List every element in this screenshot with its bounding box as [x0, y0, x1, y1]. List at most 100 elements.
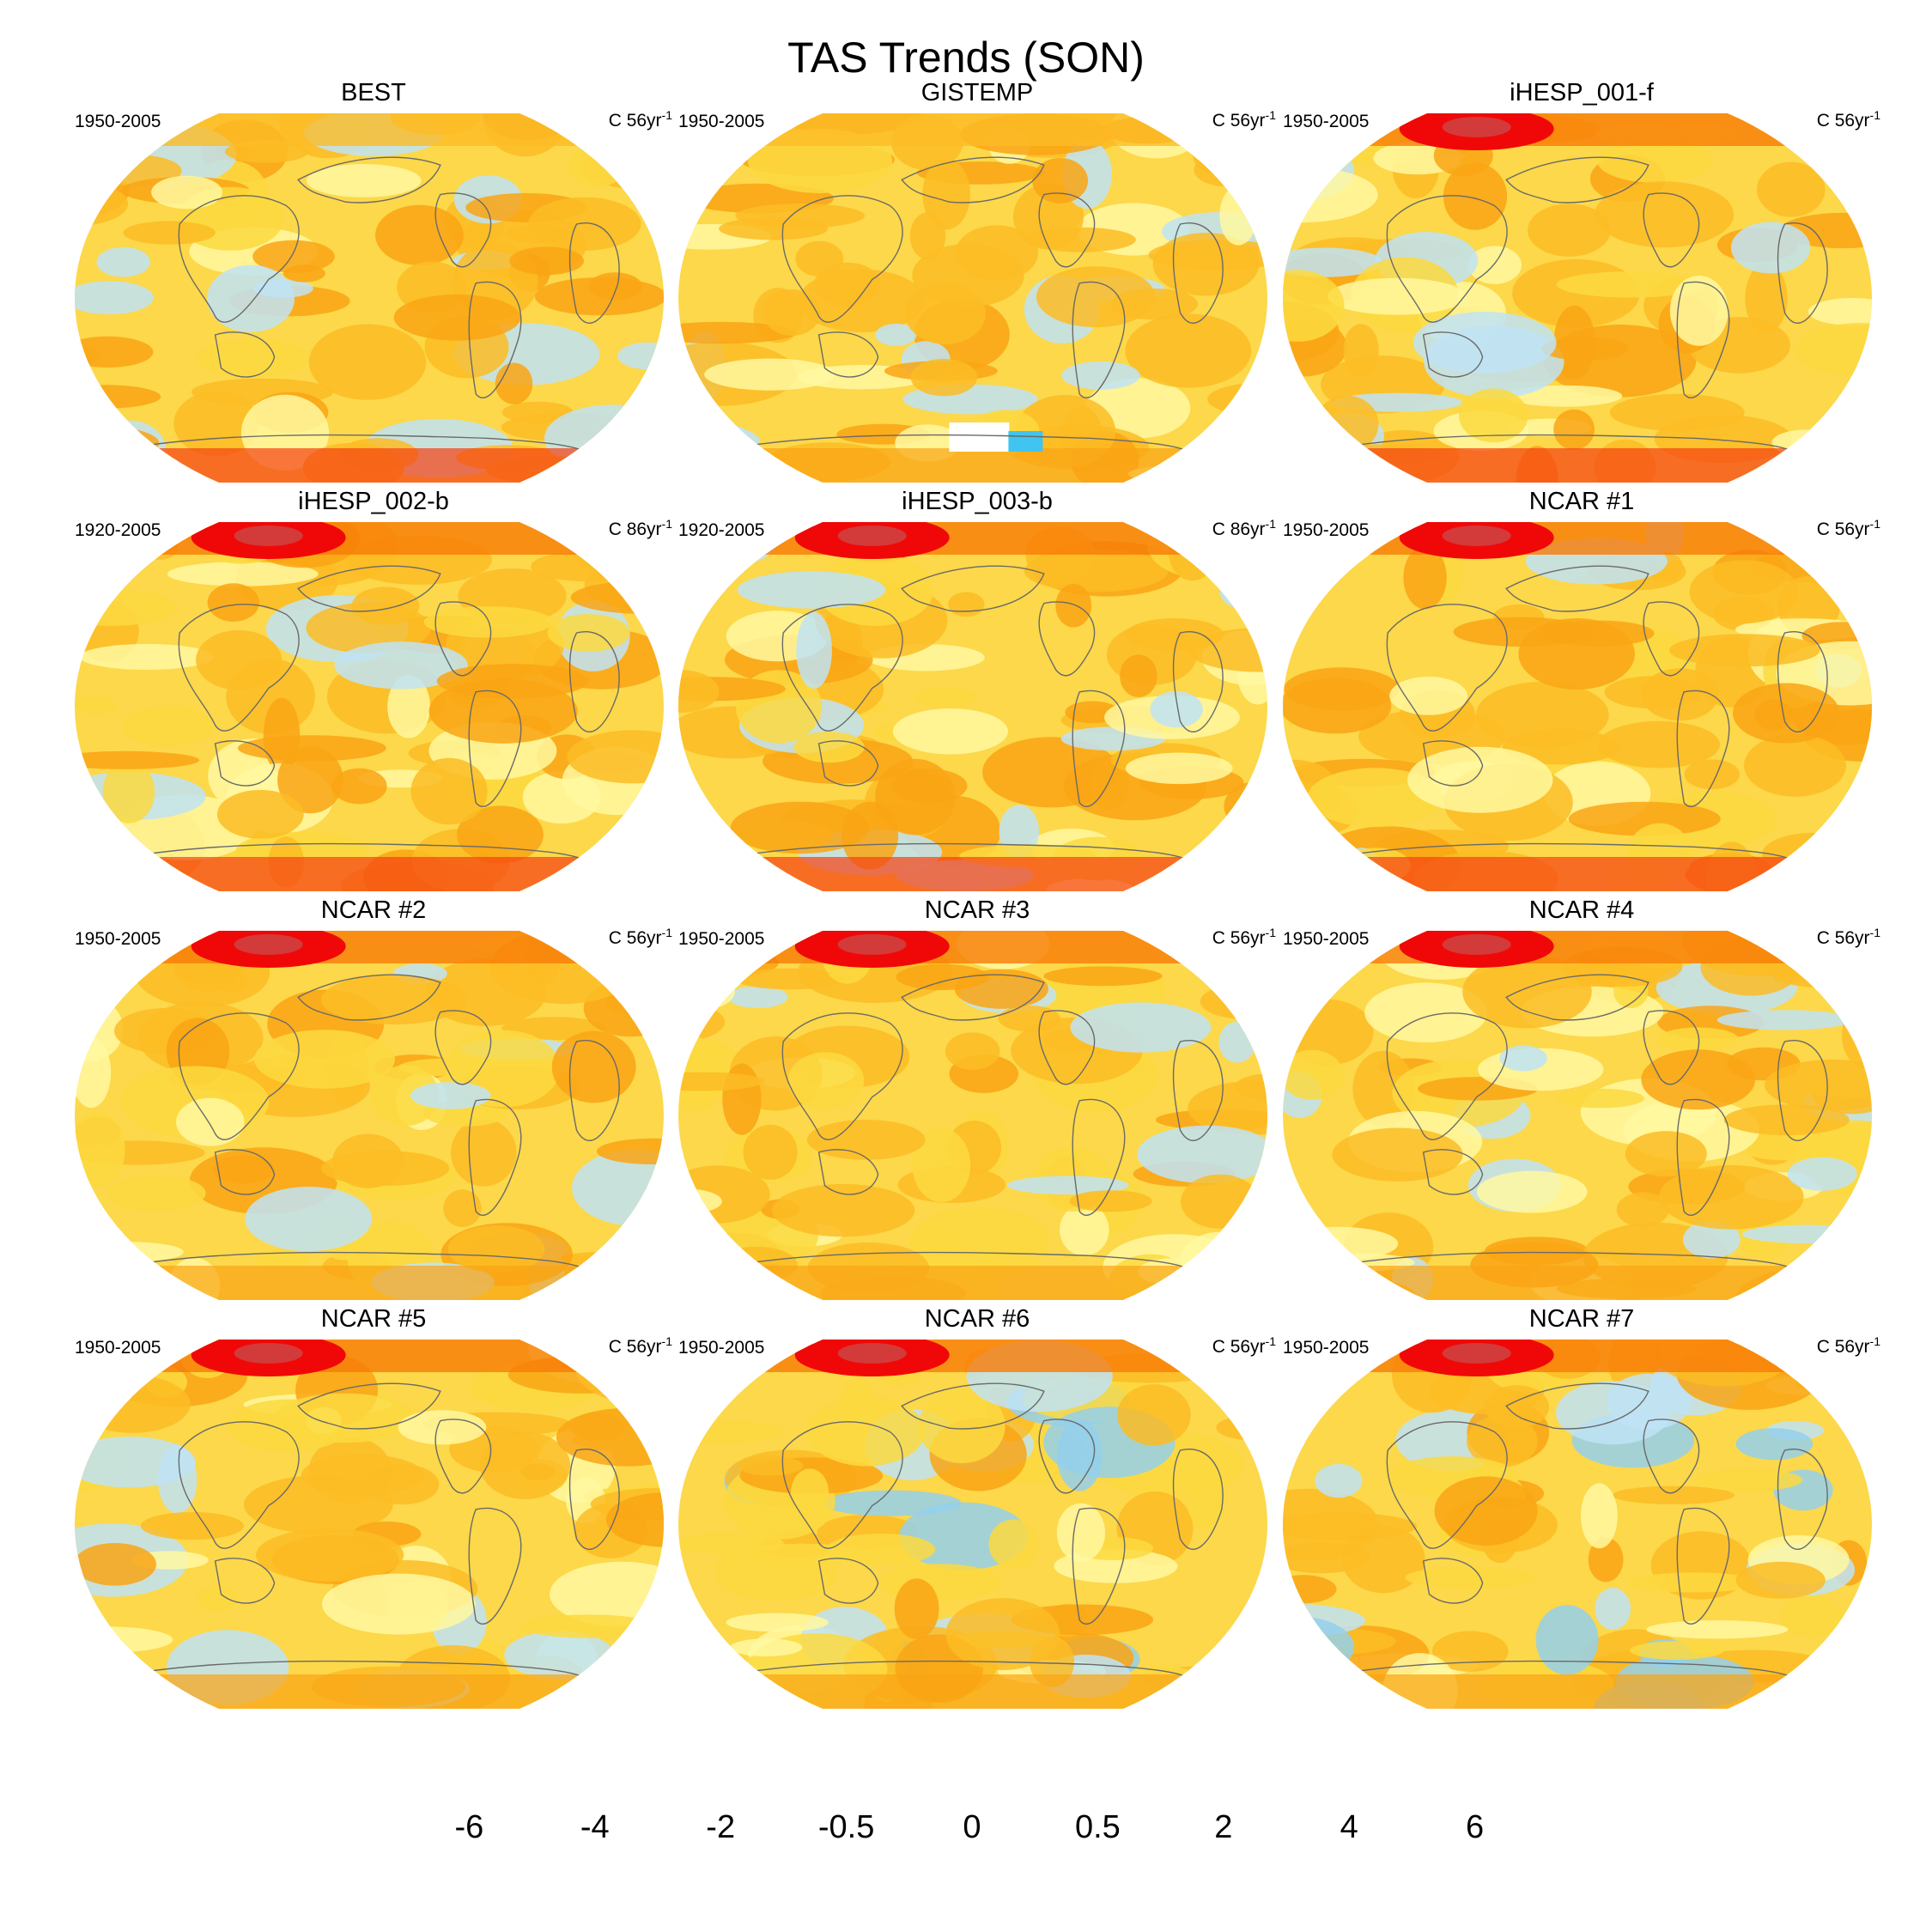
- arctic-core: [1442, 117, 1511, 137]
- coastline: [143, 434, 595, 458]
- field-blob: [547, 614, 630, 652]
- field-blob: [410, 1082, 491, 1109]
- units-exponent: -1: [1265, 1334, 1276, 1348]
- field-blob: [914, 687, 976, 708]
- arctic-band: [678, 1340, 1267, 1372]
- map-panel: NCAR #2 1950-2005 C 56yr-1: [73, 896, 674, 1300]
- field-blob: [1230, 118, 1267, 191]
- field-blob: [1137, 1125, 1267, 1184]
- field-blob: [257, 1249, 311, 1269]
- field-blob: [371, 1065, 440, 1127]
- field-blob: [826, 1533, 936, 1566]
- units-years: 56: [1834, 111, 1856, 131]
- units-years: 56: [1230, 1337, 1251, 1357]
- field-blob: [387, 675, 430, 738]
- field-blob: [196, 629, 283, 690]
- field-blob: [254, 1030, 396, 1089]
- field-blob: [1332, 1127, 1463, 1182]
- field-blob: [1641, 1049, 1756, 1110]
- field-blob: [1283, 942, 1364, 974]
- field-blob: [256, 1528, 404, 1582]
- field-blob: [106, 1175, 206, 1212]
- map-panel: iHESP_001-f 1950-2005 C 56yr-1: [1281, 79, 1882, 483]
- field-blob: [841, 801, 899, 870]
- field-blob: [1787, 1157, 1857, 1191]
- coastline: [468, 1507, 522, 1625]
- coastline: [1352, 1660, 1803, 1684]
- field-blob: [551, 113, 650, 125]
- units-prefix: C: [608, 1337, 627, 1357]
- field-blob: [1556, 1381, 1671, 1445]
- arctic-band: [678, 931, 1267, 963]
- map-panel: NCAR #7 1950-2005 C 56yr-1: [1281, 1305, 1882, 1709]
- field-blob: [771, 1183, 915, 1237]
- panel-units: C 56yr-1: [1212, 1334, 1276, 1358]
- field-blob: [727, 986, 788, 1008]
- field-blob: [79, 643, 215, 671]
- field-blob: [1283, 1049, 1344, 1100]
- field-blob: [1389, 677, 1467, 715]
- field-blob: [1540, 337, 1629, 361]
- units-exponent: -1: [1869, 926, 1880, 939]
- field-blob: [151, 175, 223, 210]
- coastline: [1072, 1098, 1126, 1217]
- field-blob: [509, 246, 584, 276]
- panel-period: 1950-2005: [1283, 112, 1370, 131]
- field-blob: [1780, 1596, 1844, 1637]
- field-blob: [822, 1490, 962, 1516]
- field-blob: [910, 358, 978, 397]
- coastline: [568, 1448, 620, 1550]
- field-blob: [807, 1396, 926, 1467]
- units-suffix: yr: [1855, 928, 1870, 948]
- field-blob: [1148, 240, 1267, 270]
- units-years: 56: [626, 1337, 647, 1357]
- field-blob: [1741, 1224, 1872, 1244]
- coastline: [1422, 1149, 1484, 1195]
- field-blob: [75, 1675, 167, 1709]
- units-exponent: -1: [1265, 926, 1276, 939]
- panel-units: C 56yr-1: [1817, 517, 1880, 540]
- field-blob: [1283, 1645, 1344, 1709]
- antarctic-band: [678, 1266, 1267, 1300]
- field-blob: [1475, 682, 1609, 748]
- coastline: [434, 1419, 492, 1494]
- field-blob: [207, 264, 295, 332]
- field-blob: [75, 695, 117, 714]
- field-blob: [443, 1189, 482, 1227]
- panel-period: 1950-2005: [1283, 1338, 1370, 1358]
- units-prefix: C: [1816, 519, 1835, 539]
- units-exponent: -1: [661, 926, 672, 939]
- field-blob: [576, 1659, 664, 1709]
- field-blob: [1117, 1384, 1191, 1446]
- colorbar-label: -4: [580, 1809, 610, 1845]
- coastline: [1676, 281, 1730, 399]
- panel-title: GISTEMP: [920, 79, 1034, 106]
- panel-title: NCAR #7: [1528, 1305, 1635, 1333]
- units-years: 56: [626, 928, 647, 948]
- field-blob: [1553, 409, 1595, 450]
- panel-period: 1950-2005: [678, 112, 765, 131]
- field-blob: [567, 730, 664, 784]
- coastline: [1505, 974, 1649, 1021]
- colorbar-label: 4: [1340, 1809, 1358, 1845]
- panel-units: C 56yr-1: [1817, 1334, 1880, 1358]
- coastline: [901, 565, 1045, 612]
- field-blob: [75, 281, 154, 315]
- field-blob: [436, 664, 589, 699]
- antarctic-band: [1283, 1674, 1872, 1709]
- field-blob: [678, 1647, 740, 1692]
- field-blob: [1545, 620, 1655, 647]
- units-suffix: yr: [647, 519, 662, 539]
- field-blob: [1823, 1686, 1872, 1706]
- coastline: [468, 281, 522, 399]
- field-blob: [75, 1542, 156, 1586]
- panel-units: C 56yr-1: [1212, 108, 1276, 131]
- coastline: [1777, 630, 1828, 732]
- field-blob: [1462, 955, 1592, 1029]
- antarctic-band: [678, 448, 1267, 483]
- field-blob: [451, 1119, 517, 1187]
- trend-map: [1283, 1340, 1872, 1709]
- coastline: [1072, 281, 1126, 399]
- field-blob: [176, 1097, 245, 1146]
- trend-map: [75, 113, 664, 483]
